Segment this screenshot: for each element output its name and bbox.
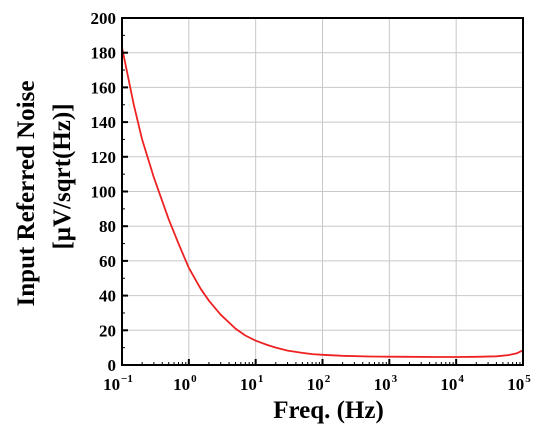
y-tick-label: 80	[99, 217, 116, 236]
y-tick-label: 40	[99, 287, 116, 306]
x-tick-label: 100	[173, 373, 197, 394]
x-tick-labels: 10−1 100 101 102 103 104 105	[103, 373, 531, 394]
tick-marks	[121, 17, 524, 366]
y-tick-label: 160	[91, 78, 117, 97]
x-tick-label: 102	[307, 373, 331, 394]
grid	[122, 18, 523, 365]
noise-curve	[121, 47, 524, 358]
y-tick-labels: 0 20 40 60 80 100 120 140 160 180 200	[91, 9, 117, 375]
y-axis-label-line2: [μV/sqrt(Hz)]	[49, 103, 76, 249]
y-tick-label: 140	[91, 113, 117, 132]
x-tick-label: 104	[440, 373, 464, 394]
y-tick-label: 20	[99, 321, 116, 340]
y-axis-label-line1: Input Referred Noise	[13, 81, 40, 307]
x-tick-label: 10−1	[103, 373, 133, 394]
y-tick-label: 120	[91, 148, 117, 167]
y-tick-label: 200	[91, 9, 117, 28]
y-axis-label: Input Referred Noise [μV/sqrt(Hz)]	[13, 81, 76, 307]
x-tick-label: 103	[374, 373, 398, 394]
y-tick-label: 0	[108, 356, 117, 375]
x-axis-label: Freq. (Hz)	[273, 397, 384, 424]
y-tick-label: 60	[99, 252, 116, 271]
series-layer	[121, 47, 524, 358]
y-tick-label: 180	[91, 44, 117, 63]
x-tick-label: 105	[507, 373, 531, 394]
x-tick-label: 101	[240, 373, 264, 394]
y-tick-label: 100	[91, 183, 117, 202]
